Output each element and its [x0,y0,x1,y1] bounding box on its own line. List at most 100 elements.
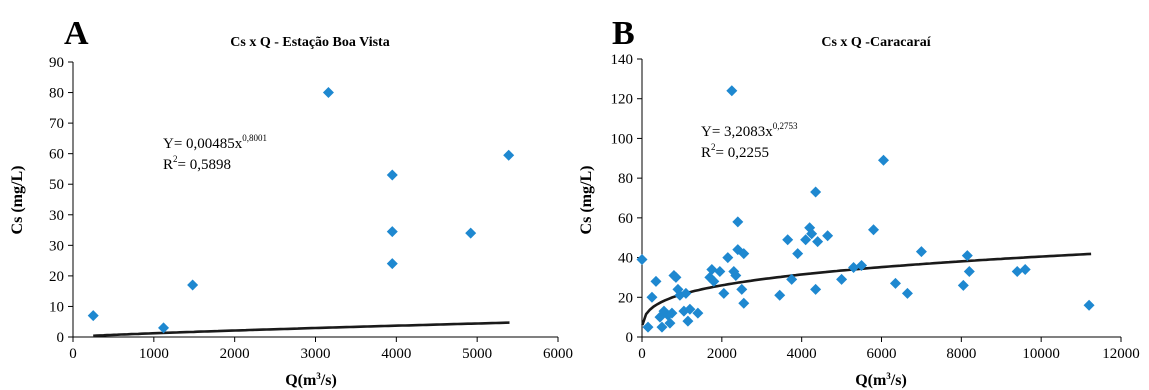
panel-a-y-tick-label: 70 [49,116,64,132]
panel-a-data-point [503,149,515,161]
panel-b-r2-sup: 2 [711,142,716,152]
panel-b-x-tick-label: 6000 [867,346,897,362]
panel-a-fit-curve [93,321,510,338]
panel-b-data-point [642,321,654,333]
panel-a-chart: A Cs x Q - Estação Boa Vista 01020303050… [9,15,573,389]
panel-a-y-axis-title: Cs (mg/L) [9,166,26,235]
panel-a-equation-exponent: 0,8001 [242,133,267,143]
panel-b-marks: 0 20 40 60 80 100 120 140 0 2000 4000 6000 8000 10000… [611,52,1140,362]
panel-b-data-point [666,307,678,319]
panel-b-data-point [714,265,726,277]
panel-a-data-point [158,322,170,334]
panel-a-x-tick-label: 4000 [381,346,411,362]
panel-b-data-point [722,252,734,264]
panel-b-equation-exponent: 0,2753 [773,121,798,131]
panel-b-r2-value: = 0,2255 [716,145,769,161]
panel-b-data-point [738,248,750,260]
panel-a-letter: A [64,15,89,52]
panel-b-data-point [718,287,730,299]
panel-b-y-tick-label: 100 [611,131,634,147]
panel-b-y-tick-label: 80 [618,171,633,187]
panel-b-data-point [961,250,973,262]
panel-b-data-point [774,289,786,301]
panel-a-r2: R2= 0,5898 [163,154,231,173]
panel-b-data-point [963,265,975,277]
panel-b-equation: Y= 3,2083x0,2753 [701,121,798,140]
panel-a-r2-label: R [163,157,173,173]
panel-a-y-tick-label: 60 [49,147,64,163]
panel-b-data-point [868,224,880,236]
panel-b-data-point [650,275,662,287]
panel-b-data-point [684,303,696,315]
panel-b-title: Cs x Q -Caracaraí [821,35,931,50]
panel-b-data-point [726,85,738,97]
panel-b-data-point [730,269,742,281]
panel-b-fit-curve [641,252,1092,326]
panel-a-data-point [87,310,99,322]
panel-b-equation-main: Y= 3,2083x [701,124,773,140]
panel-a-data-point [386,169,398,181]
panel-b-data-point [664,317,676,329]
panel-a-y-tick-label: 50 [49,177,64,193]
panel-b-y-tick-label: 40 [618,251,633,267]
panel-a-y-tick-label: 30 [49,238,64,254]
panel-a-r2-sup: 2 [173,154,178,164]
panel-a-y-tick-label: 10 [49,299,64,315]
panel-b-data-point [812,236,824,248]
panel-a-title: Cs x Q - Estação Boa Vista [230,35,389,50]
panel-b-x-tick-label: 4000 [787,346,817,362]
panel-b-x-axis-title: Q(m3/s) [855,371,907,389]
panel-b-data-point [915,246,927,258]
panel-b-data-point [800,234,812,246]
panel-b-data-point [786,273,798,285]
panel-b-x-tick-label: 8000 [946,346,976,362]
panel-b-data-point [957,279,969,291]
panel-b-x-tick-label: 0 [638,346,646,362]
panel-b-y-tick-label: 20 [618,290,633,306]
panel-a-x-tick-label: 6000 [543,346,573,362]
panel-b-r2: R2= 0,2255 [701,142,769,161]
panel-a-y-tick-label: 0 [57,330,65,346]
panel-a-x-tick-label: 3000 [301,346,331,362]
panel-a-x-tick-label: 0 [69,346,77,362]
panel-b-data-point [738,297,750,309]
panel-a-data-point [386,258,398,270]
panel-a-data-point [465,227,477,239]
panel-a-y-tick-label: 20 [49,269,64,285]
panel-b-data-point [877,154,889,166]
panel-a-data-point [187,279,199,291]
panel-b-chart: B Cs x Q -Caracaraí 0 20 40 60 80 100 120 140 0 2… [578,15,1140,389]
panel-b-letter: B [612,15,635,52]
panel-a-y-tick-label: 80 [49,86,64,102]
panel-a-x-tick-label: 1000 [139,346,169,362]
panel-b-r2-label: R [701,145,711,161]
panel-b-data-point [901,287,913,299]
panel-b-data-point [1083,299,1095,311]
panel-b-data-point [670,271,682,283]
panel-b-data-point [736,283,748,295]
panel-b-data-point [810,283,822,295]
panel-a-data-point [386,226,398,238]
panel-b-data-point [646,291,658,303]
panel-b-x-tick-label: 10000 [1022,346,1060,362]
panel-b-data-point [792,248,804,260]
panel-b-data-point [692,307,704,319]
panel-b-data-point [1019,263,1031,275]
panel-b-x-tick-label: 12000 [1102,346,1140,362]
panel-b-data-point [856,260,868,272]
panel-a-x-tick-label: 5000 [462,346,492,362]
panel-b-y-tick-label: 140 [611,52,634,68]
panel-a-r2-value: = 0,5898 [178,157,231,173]
panel-b-data-point [708,275,720,287]
panel-b-y-axis-title: Cs (mg/L) [578,166,595,235]
panel-b-data-point [636,254,648,266]
panel-a-y-tick-label: 90 [49,55,64,71]
panel-a-y-tick-label: 30 [49,208,64,224]
panel-b-data-point [706,263,718,275]
panel-b-data-point [656,321,668,333]
panel-b-data-point [836,273,848,285]
panel-b-y-tick-label: 60 [618,211,633,227]
panel-b-data-point [1011,265,1023,277]
panel-a-equation: Y= 0,00485x0,8001 [163,133,267,152]
panel-b-data-point [806,228,818,240]
